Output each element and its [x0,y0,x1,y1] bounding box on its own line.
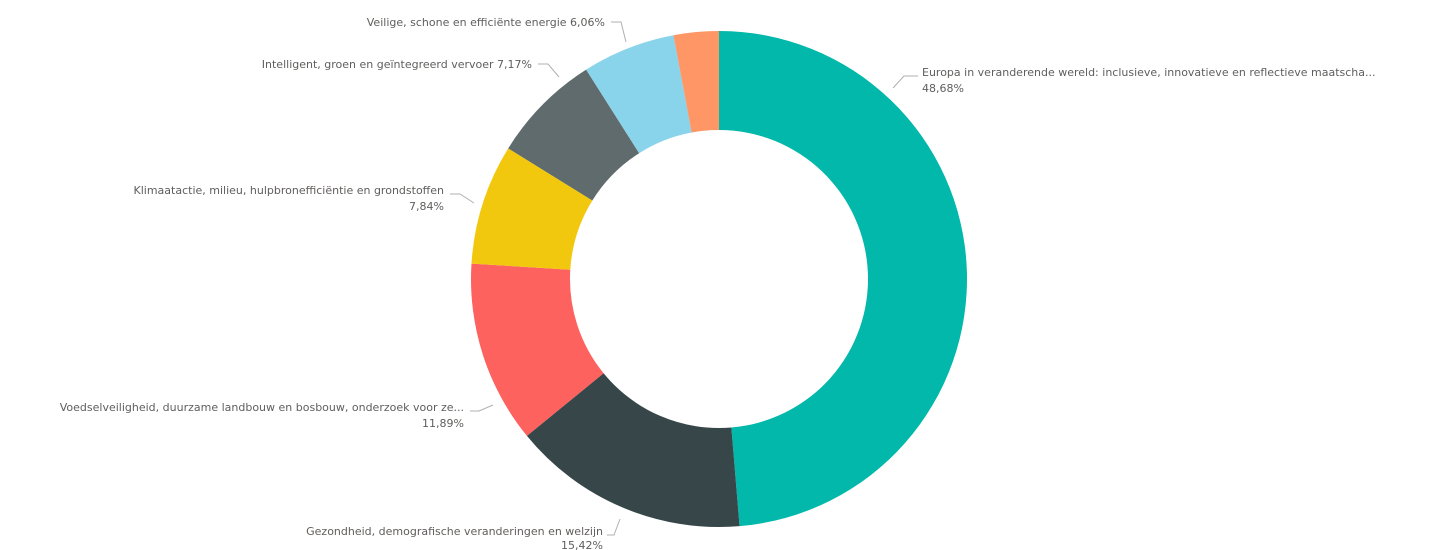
leader-line-europa [892,75,918,89]
slice-label-energie: Veilige, schone en efficiënte energie 6,… [367,16,605,29]
slice-energie[interactable] [586,35,692,154]
slice-value-energie: 6,06% [570,16,605,29]
slice-label-energie-name: Veilige, schone en efficiënte energie [367,16,567,29]
leader-line-gezondheid [607,518,621,536]
leader-line-voedsel [470,404,494,412]
slice-value-voedsel: 11,89% [422,417,464,430]
slices-layer [471,31,967,527]
slice-overig[interactable] [673,31,719,133]
slice-gezondheid[interactable] [526,373,740,527]
leader-line-vervoer [538,63,560,78]
slice-value-gezondheid: 15,42% [561,539,603,550]
slice-europa[interactable] [719,31,967,527]
slice-label-vervoer-name: Intelligent, groen en geïntegreerd vervo… [262,58,494,71]
slice-klimaat[interactable] [471,148,593,270]
slice-label-vervoer: Intelligent, groen en geïntegreerd vervo… [262,58,532,71]
slice-voedsel[interactable] [471,263,604,436]
slice-label-europa: Europa in veranderende wereld: inclusiev… [922,66,1376,79]
slice-value-europa: 48,68% [922,82,964,95]
slice-value-vervoer: 7,17% [497,58,532,71]
slice-label-klimaat: Klimaatactie, milieu, hulpbronefficiënti… [134,184,444,197]
leader-line-energie [611,21,627,43]
slice-label-gezondheid: Gezondheid, demografische veranderingen … [306,525,603,538]
slice-vervoer[interactable] [508,69,640,201]
slice-value-klimaat: 7,84% [409,200,444,213]
slice-label-voedsel: Voedselveiligheid, duurzame landbouw en … [60,401,464,414]
leader-line-klimaat [450,193,475,204]
